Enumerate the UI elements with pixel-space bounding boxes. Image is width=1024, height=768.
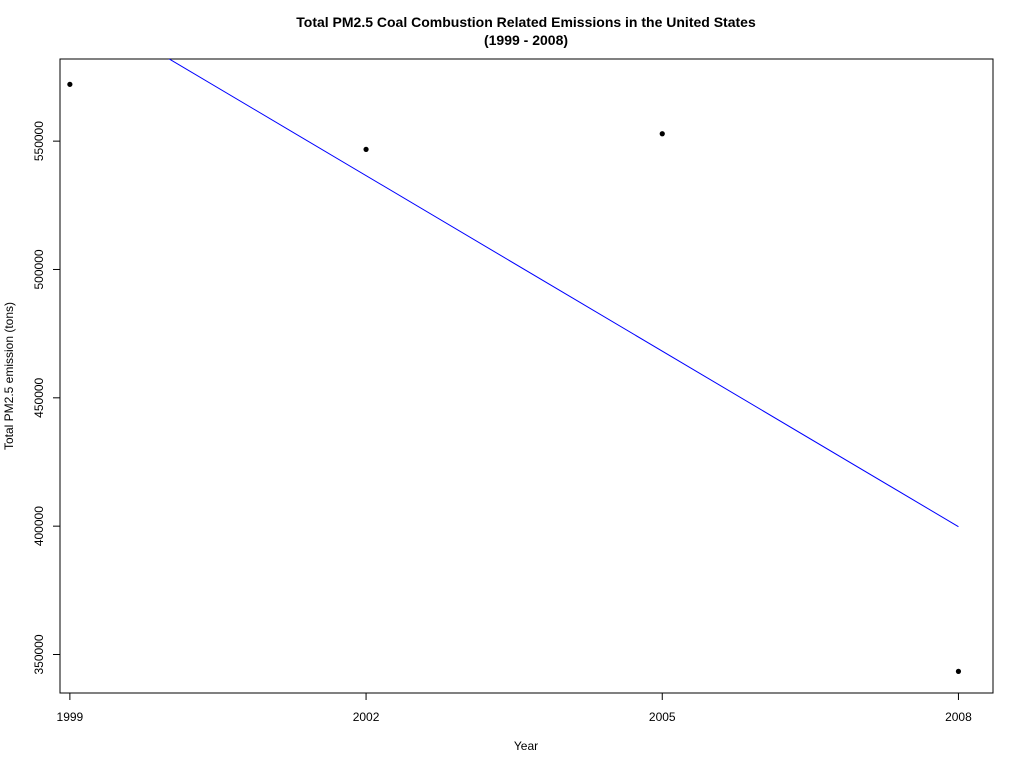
y-axis: 350000 400000 450000 500000 550000 — [32, 121, 60, 675]
y-tick-label: 400000 — [32, 506, 46, 546]
x-tick-label: 2005 — [649, 710, 676, 724]
data-point — [67, 81, 73, 87]
plot-frame — [59, 58, 994, 694]
data-point — [955, 668, 962, 674]
x-tick-label: 2008 — [945, 710, 972, 724]
x-tick-label: 1999 — [57, 710, 84, 724]
y-tick-label: 350000 — [32, 634, 46, 674]
plot-area — [67, 59, 962, 674]
x-axis: 1999 2002 2005 2008 — [57, 693, 972, 724]
data-point — [659, 131, 665, 137]
y-axis-label: Total PM2.5 emission (tons) — [2, 302, 16, 450]
y-tick-label: 500000 — [32, 249, 46, 289]
trend-line — [168, 59, 959, 528]
chart-subtitle: (1999 - 2008) — [484, 32, 568, 48]
y-tick-label: 450000 — [32, 377, 46, 417]
x-tick-label: 2002 — [353, 710, 380, 724]
data-point — [363, 146, 369, 152]
y-tick-label: 550000 — [32, 121, 46, 161]
chart-title: Total PM2.5 Coal Combustion Related Emis… — [296, 14, 756, 30]
x-axis-label: Year — [514, 739, 538, 753]
